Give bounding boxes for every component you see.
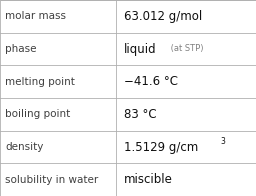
Text: 63.012 g/mol: 63.012 g/mol bbox=[124, 10, 202, 23]
Text: −41.6 °C: −41.6 °C bbox=[124, 75, 178, 88]
Text: 83 °C: 83 °C bbox=[124, 108, 157, 121]
Text: boiling point: boiling point bbox=[5, 109, 70, 119]
Text: 3: 3 bbox=[220, 137, 225, 146]
Text: density: density bbox=[5, 142, 44, 152]
Text: solubility in water: solubility in water bbox=[5, 175, 98, 185]
Text: melting point: melting point bbox=[5, 77, 75, 87]
Text: liquid: liquid bbox=[124, 43, 157, 55]
Text: molar mass: molar mass bbox=[5, 11, 66, 21]
Text: phase: phase bbox=[5, 44, 37, 54]
Text: miscible: miscible bbox=[124, 173, 173, 186]
Text: 1.5129 g/cm: 1.5129 g/cm bbox=[124, 141, 198, 153]
Text: (at STP): (at STP) bbox=[167, 44, 203, 54]
